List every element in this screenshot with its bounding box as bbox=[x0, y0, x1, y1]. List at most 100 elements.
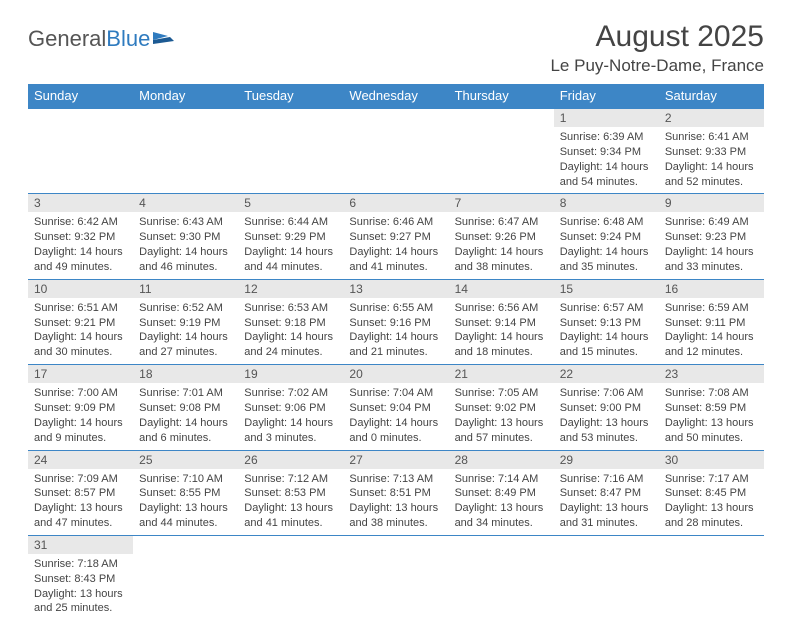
day-number: 14 bbox=[449, 280, 554, 298]
calendar-cell: 22Sunrise: 7:06 AMSunset: 9:00 PMDayligh… bbox=[554, 365, 659, 450]
header: GeneralBlue August 2025 Le Puy-Notre-Dam… bbox=[28, 20, 764, 76]
day-number: 27 bbox=[343, 451, 448, 469]
calendar-cell bbox=[133, 535, 238, 620]
weekday-header: Friday bbox=[554, 84, 659, 108]
day-number: 3 bbox=[28, 194, 133, 212]
day-number: 21 bbox=[449, 365, 554, 383]
weekday-header: Monday bbox=[133, 84, 238, 108]
day-details: Sunrise: 6:48 AMSunset: 9:24 PMDaylight:… bbox=[554, 212, 659, 278]
day-number: 4 bbox=[133, 194, 238, 212]
calendar-cell bbox=[659, 535, 764, 620]
calendar-cell: 21Sunrise: 7:05 AMSunset: 9:02 PMDayligh… bbox=[449, 365, 554, 450]
calendar-cell bbox=[343, 535, 448, 620]
title-block: August 2025 Le Puy-Notre-Dame, France bbox=[550, 20, 764, 76]
day-number: 26 bbox=[238, 451, 343, 469]
calendar-week-row: 31Sunrise: 7:18 AMSunset: 8:43 PMDayligh… bbox=[28, 535, 764, 620]
calendar-cell: 5Sunrise: 6:44 AMSunset: 9:29 PMDaylight… bbox=[238, 194, 343, 279]
day-number: 19 bbox=[238, 365, 343, 383]
calendar-cell bbox=[449, 535, 554, 620]
calendar-cell bbox=[554, 535, 659, 620]
logo-text-2: Blue bbox=[106, 26, 150, 52]
day-details: Sunrise: 6:39 AMSunset: 9:34 PMDaylight:… bbox=[554, 127, 659, 193]
calendar-cell: 15Sunrise: 6:57 AMSunset: 9:13 PMDayligh… bbox=[554, 279, 659, 364]
day-details: Sunrise: 6:56 AMSunset: 9:14 PMDaylight:… bbox=[449, 298, 554, 364]
calendar-cell: 7Sunrise: 6:47 AMSunset: 9:26 PMDaylight… bbox=[449, 194, 554, 279]
calendar-cell: 29Sunrise: 7:16 AMSunset: 8:47 PMDayligh… bbox=[554, 450, 659, 535]
calendar-cell bbox=[238, 535, 343, 620]
calendar-cell: 10Sunrise: 6:51 AMSunset: 9:21 PMDayligh… bbox=[28, 279, 133, 364]
day-number: 7 bbox=[449, 194, 554, 212]
logo-text-1: General bbox=[28, 26, 106, 52]
day-number: 17 bbox=[28, 365, 133, 383]
calendar-week-row: 24Sunrise: 7:09 AMSunset: 8:57 PMDayligh… bbox=[28, 450, 764, 535]
day-number: 16 bbox=[659, 280, 764, 298]
day-details: Sunrise: 6:49 AMSunset: 9:23 PMDaylight:… bbox=[659, 212, 764, 278]
calendar-cell: 14Sunrise: 6:56 AMSunset: 9:14 PMDayligh… bbox=[449, 279, 554, 364]
calendar-cell: 13Sunrise: 6:55 AMSunset: 9:16 PMDayligh… bbox=[343, 279, 448, 364]
calendar-cell bbox=[133, 108, 238, 194]
calendar-cell: 1Sunrise: 6:39 AMSunset: 9:34 PMDaylight… bbox=[554, 108, 659, 194]
day-details: Sunrise: 6:53 AMSunset: 9:18 PMDaylight:… bbox=[238, 298, 343, 364]
calendar-cell bbox=[28, 108, 133, 194]
page: GeneralBlue August 2025 Le Puy-Notre-Dam… bbox=[0, 0, 792, 640]
day-details: Sunrise: 7:17 AMSunset: 8:45 PMDaylight:… bbox=[659, 469, 764, 535]
day-details: Sunrise: 7:05 AMSunset: 9:02 PMDaylight:… bbox=[449, 383, 554, 449]
day-number: 2 bbox=[659, 109, 764, 127]
day-number: 12 bbox=[238, 280, 343, 298]
day-details: Sunrise: 6:57 AMSunset: 9:13 PMDaylight:… bbox=[554, 298, 659, 364]
calendar-cell: 25Sunrise: 7:10 AMSunset: 8:55 PMDayligh… bbox=[133, 450, 238, 535]
logo: GeneralBlue bbox=[28, 26, 176, 52]
calendar-cell: 9Sunrise: 6:49 AMSunset: 9:23 PMDaylight… bbox=[659, 194, 764, 279]
calendar-cell: 26Sunrise: 7:12 AMSunset: 8:53 PMDayligh… bbox=[238, 450, 343, 535]
month-title: August 2025 bbox=[550, 20, 764, 54]
calendar-cell: 28Sunrise: 7:14 AMSunset: 8:49 PMDayligh… bbox=[449, 450, 554, 535]
day-details: Sunrise: 6:59 AMSunset: 9:11 PMDaylight:… bbox=[659, 298, 764, 364]
day-number: 5 bbox=[238, 194, 343, 212]
day-details: Sunrise: 6:41 AMSunset: 9:33 PMDaylight:… bbox=[659, 127, 764, 193]
day-details: Sunrise: 7:18 AMSunset: 8:43 PMDaylight:… bbox=[28, 554, 133, 620]
calendar-cell: 12Sunrise: 6:53 AMSunset: 9:18 PMDayligh… bbox=[238, 279, 343, 364]
day-number: 13 bbox=[343, 280, 448, 298]
calendar-week-row: 17Sunrise: 7:00 AMSunset: 9:09 PMDayligh… bbox=[28, 365, 764, 450]
location: Le Puy-Notre-Dame, France bbox=[550, 56, 764, 76]
day-details: Sunrise: 6:51 AMSunset: 9:21 PMDaylight:… bbox=[28, 298, 133, 364]
day-number: 22 bbox=[554, 365, 659, 383]
weekday-header: Sunday bbox=[28, 84, 133, 108]
day-details: Sunrise: 7:09 AMSunset: 8:57 PMDaylight:… bbox=[28, 469, 133, 535]
day-details: Sunrise: 6:55 AMSunset: 9:16 PMDaylight:… bbox=[343, 298, 448, 364]
calendar-cell bbox=[449, 108, 554, 194]
day-number: 28 bbox=[449, 451, 554, 469]
calendar-cell: 17Sunrise: 7:00 AMSunset: 9:09 PMDayligh… bbox=[28, 365, 133, 450]
day-details: Sunrise: 7:12 AMSunset: 8:53 PMDaylight:… bbox=[238, 469, 343, 535]
day-details: Sunrise: 7:04 AMSunset: 9:04 PMDaylight:… bbox=[343, 383, 448, 449]
calendar-cell: 20Sunrise: 7:04 AMSunset: 9:04 PMDayligh… bbox=[343, 365, 448, 450]
day-number: 25 bbox=[133, 451, 238, 469]
day-details: Sunrise: 7:10 AMSunset: 8:55 PMDaylight:… bbox=[133, 469, 238, 535]
calendar-cell: 31Sunrise: 7:18 AMSunset: 8:43 PMDayligh… bbox=[28, 535, 133, 620]
day-details: Sunrise: 6:47 AMSunset: 9:26 PMDaylight:… bbox=[449, 212, 554, 278]
calendar-week-row: 3Sunrise: 6:42 AMSunset: 9:32 PMDaylight… bbox=[28, 194, 764, 279]
calendar-cell: 8Sunrise: 6:48 AMSunset: 9:24 PMDaylight… bbox=[554, 194, 659, 279]
weekday-header-row: Sunday Monday Tuesday Wednesday Thursday… bbox=[28, 84, 764, 108]
calendar-week-row: 1Sunrise: 6:39 AMSunset: 9:34 PMDaylight… bbox=[28, 108, 764, 194]
calendar-cell: 6Sunrise: 6:46 AMSunset: 9:27 PMDaylight… bbox=[343, 194, 448, 279]
calendar-cell: 24Sunrise: 7:09 AMSunset: 8:57 PMDayligh… bbox=[28, 450, 133, 535]
day-details: Sunrise: 7:08 AMSunset: 8:59 PMDaylight:… bbox=[659, 383, 764, 449]
day-details: Sunrise: 7:01 AMSunset: 9:08 PMDaylight:… bbox=[133, 383, 238, 449]
day-number: 24 bbox=[28, 451, 133, 469]
day-details: Sunrise: 7:13 AMSunset: 8:51 PMDaylight:… bbox=[343, 469, 448, 535]
day-number: 11 bbox=[133, 280, 238, 298]
day-details: Sunrise: 6:44 AMSunset: 9:29 PMDaylight:… bbox=[238, 212, 343, 278]
calendar-cell: 2Sunrise: 6:41 AMSunset: 9:33 PMDaylight… bbox=[659, 108, 764, 194]
calendar-cell bbox=[238, 108, 343, 194]
logo-flag-icon bbox=[152, 31, 176, 49]
day-details: Sunrise: 7:06 AMSunset: 9:00 PMDaylight:… bbox=[554, 383, 659, 449]
day-number: 15 bbox=[554, 280, 659, 298]
weekday-header: Tuesday bbox=[238, 84, 343, 108]
day-details: Sunrise: 6:42 AMSunset: 9:32 PMDaylight:… bbox=[28, 212, 133, 278]
calendar-cell: 30Sunrise: 7:17 AMSunset: 8:45 PMDayligh… bbox=[659, 450, 764, 535]
day-details: Sunrise: 6:43 AMSunset: 9:30 PMDaylight:… bbox=[133, 212, 238, 278]
calendar-cell: 11Sunrise: 6:52 AMSunset: 9:19 PMDayligh… bbox=[133, 279, 238, 364]
calendar-cell: 16Sunrise: 6:59 AMSunset: 9:11 PMDayligh… bbox=[659, 279, 764, 364]
day-details: Sunrise: 7:14 AMSunset: 8:49 PMDaylight:… bbox=[449, 469, 554, 535]
